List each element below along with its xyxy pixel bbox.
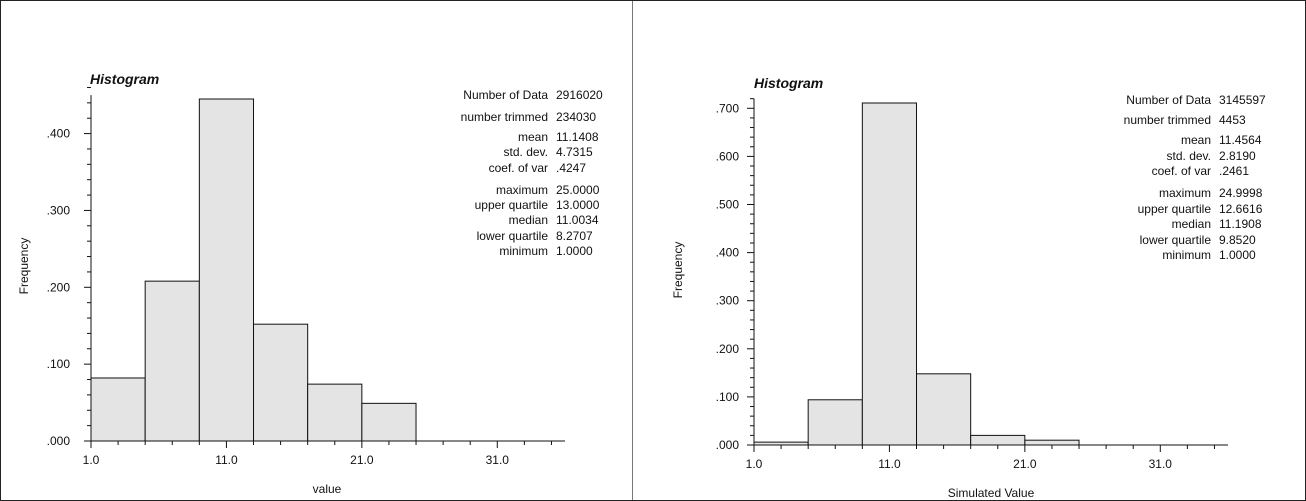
- y-tick-label: .200: [47, 280, 71, 294]
- histogram-bar: [253, 323, 309, 442]
- x-tick-label: 21.0: [350, 453, 374, 467]
- x-tick-label: 31.0: [486, 453, 510, 467]
- y-tick-label: .300: [47, 203, 71, 217]
- stat-value: 4.7315: [556, 145, 593, 159]
- histogram-bar: [198, 98, 255, 442]
- stat-value: 8.2707: [556, 229, 593, 243]
- stat-label: maximum: [496, 183, 548, 197]
- histogram-chart-left: Histogram Frequency value .000 .100 .200 .3…: [17, 71, 603, 496]
- stat-label: lower quartile: [477, 229, 549, 243]
- stat-label: number trimmed: [461, 110, 548, 124]
- chart-title: Histogram: [90, 71, 159, 87]
- panel-divider: [632, 1, 633, 500]
- stat-value: 1.0000: [556, 244, 593, 258]
- y-axis-label: Frequency: [17, 238, 31, 295]
- stat-label: Number of Data: [463, 88, 548, 102]
- stat-label: std. dev.: [504, 145, 548, 159]
- stat-label: minimum: [499, 244, 548, 258]
- stat-value: .4247: [556, 161, 586, 175]
- y-tick-label: .000: [47, 434, 71, 448]
- stat-label: mean: [518, 130, 548, 144]
- stat-value: 25.0000: [556, 183, 600, 197]
- stat-value: 13.0000: [556, 198, 600, 212]
- stat-value: 234030: [556, 110, 596, 124]
- x-tick-label: 1.0: [83, 453, 100, 467]
- histogram-bar: [90, 377, 146, 442]
- x-axis-label: value: [313, 482, 342, 496]
- stat-label: coef. of var: [489, 161, 548, 175]
- histogram-bar: [307, 383, 363, 442]
- stat-value: 2916020: [556, 88, 603, 102]
- stat-label: median: [509, 213, 548, 227]
- stat-value: 11.0034: [556, 213, 599, 227]
- y-tick-label: .400: [47, 127, 71, 141]
- stat-value: 11.1408: [556, 130, 599, 144]
- histogram-bar: [144, 280, 200, 442]
- y-tick-label: .100: [47, 357, 71, 371]
- histogram-bar: [361, 402, 417, 442]
- x-tick-label: 11.0: [215, 453, 238, 467]
- stat-label: upper quartile: [475, 198, 549, 212]
